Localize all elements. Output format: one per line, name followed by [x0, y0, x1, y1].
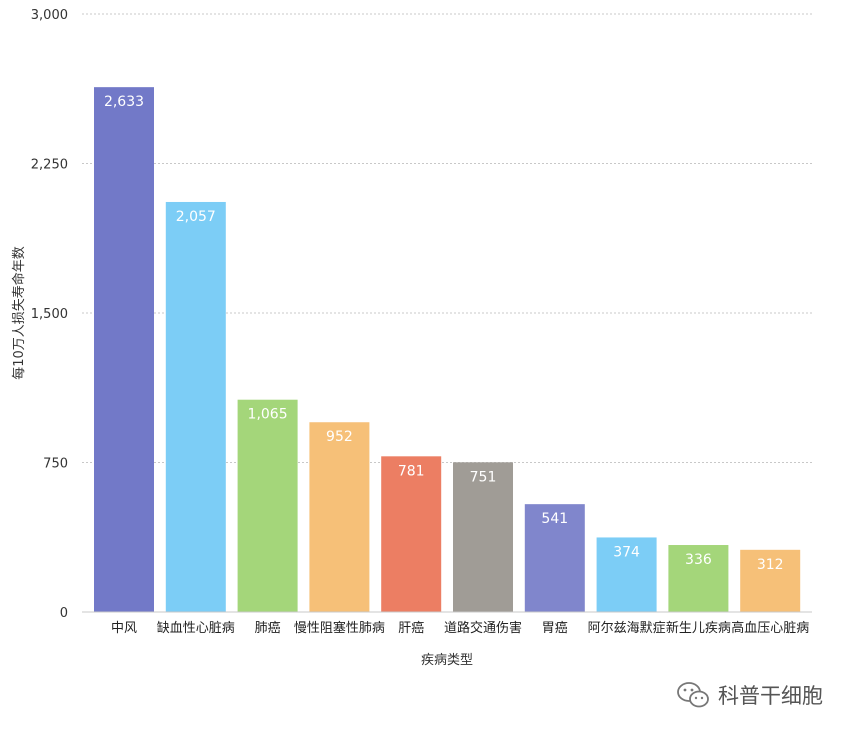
bar-value-label: 312 [757, 557, 784, 573]
y-tick-label: 2,250 [31, 158, 68, 173]
bar-value-label: 2,633 [104, 94, 144, 110]
x-axis-category-labels: 中风 缺血性心脏病 肺癌 慢性阻塞性肺病 肝癌 道路交通伤害 胃癌 阿尔兹海默症 新生儿疾病 高血… [111, 620, 809, 636]
y-tick-label: 3,000 [31, 8, 68, 23]
x-tick-label: 肝癌 [398, 620, 424, 636]
x-tick-label: 肺癌 [255, 620, 281, 636]
bar [381, 456, 442, 612]
x-axis-title: 疾病类型 [421, 653, 473, 668]
bar-value-label: 1,065 [248, 407, 288, 423]
x-tick-label: 高血压心脏病 [731, 620, 809, 636]
x-tick-label: 道路交通伤害 [444, 620, 522, 636]
bar [668, 545, 729, 612]
watermark: 科普干细胞 [676, 680, 823, 710]
bar-value-label: 336 [685, 552, 712, 568]
watermark-text: 科普干细胞 [718, 684, 823, 708]
wechat-icon [677, 682, 709, 708]
bar-value-label: 2,057 [176, 209, 216, 225]
y-tick-label: 1,500 [31, 307, 68, 322]
bar [453, 462, 513, 612]
bar [596, 537, 657, 612]
bar [165, 201, 226, 613]
bar-value-label: 781 [398, 463, 425, 479]
bar-value-labels: 2,633 2,057 1,065 952 781 751 541 374 336 312 [104, 94, 784, 573]
x-tick-label: 胃癌 [542, 620, 568, 636]
x-tick-label: 阿尔兹海默症 [588, 620, 666, 636]
bar [94, 87, 154, 612]
bar-value-label: 541 [541, 511, 568, 527]
y-tick-label: 0 [60, 606, 68, 621]
y-axis-title: 每10万人损失寿命年数 [11, 246, 27, 380]
bar [740, 549, 801, 612]
x-tick-label: 慢性阻塞性肺病 [294, 620, 385, 636]
bar [237, 399, 298, 612]
bar [309, 422, 370, 612]
x-tick-label: 缺血性心脏病 [157, 621, 235, 636]
bars [94, 87, 801, 613]
bar-value-label: 751 [470, 469, 497, 485]
bar [524, 504, 585, 612]
x-tick-label: 新生儿疾病 [666, 620, 731, 636]
y-axis-ticks: 0 750 1,500 2,250 3,000 [31, 8, 68, 621]
bar-value-label: 952 [326, 429, 353, 445]
x-tick-label: 中风 [111, 621, 137, 636]
y-tick-label: 750 [43, 457, 68, 472]
bar-value-label: 374 [613, 544, 640, 560]
